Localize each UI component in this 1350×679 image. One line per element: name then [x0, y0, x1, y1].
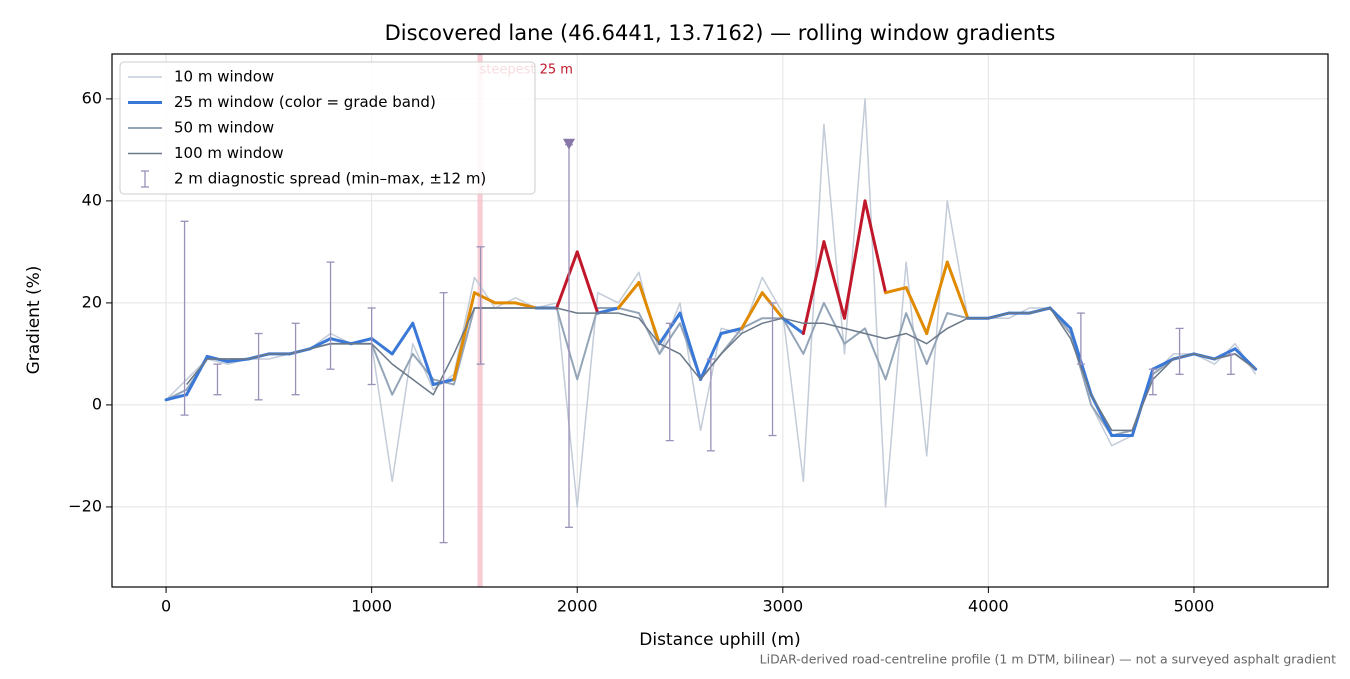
series-segment [740, 291, 764, 330]
series-segment [308, 337, 333, 351]
series-segment [1213, 347, 1237, 361]
y-tick-label: −20 [68, 496, 102, 515]
series-segment [678, 311, 703, 381]
series-segment [781, 316, 805, 336]
series-line [186, 307, 1257, 432]
series-segment [822, 240, 846, 320]
series-segment [925, 260, 949, 336]
y-tick-label: 0 [92, 394, 102, 413]
plot-area [164, 54, 1258, 587]
x-tick-label: 0 [161, 597, 171, 616]
x-tick-label: 4000 [968, 597, 1009, 616]
series-segment [842, 199, 867, 320]
series-segment [904, 286, 929, 336]
footnote: LiDAR-derived road-centreline profile (1… [760, 652, 1336, 667]
legend-box [119, 61, 536, 195]
series-segment [945, 260, 970, 320]
peak-marker [563, 138, 576, 150]
y-tick-label: 60 [82, 88, 102, 107]
legend-label: 10 m window [174, 68, 274, 86]
chart-title: Discovered lane (46.6441, 13.7162) — rol… [385, 21, 1056, 45]
series-segment [616, 281, 641, 310]
series-segment [514, 301, 538, 310]
series-segment [699, 332, 723, 381]
y-axis-label: Gradient (%) [24, 266, 44, 375]
y-tick-label: 40 [82, 190, 102, 209]
legend: 10 m window 25 m window (color = grade ba… [119, 61, 536, 195]
series-segment [863, 199, 888, 295]
legend-label: 2 m diagnostic spread (min–max, ±12 m) [174, 170, 486, 188]
series-segment [452, 291, 476, 381]
series-segment [555, 250, 579, 310]
legend-label: 100 m window [174, 144, 284, 162]
series-segment [390, 321, 415, 356]
legend-label: 50 m window [174, 119, 274, 137]
plot-frame [111, 53, 1329, 588]
x-axis-label: Distance uphill (m) [639, 630, 800, 650]
series-segment [1151, 357, 1175, 371]
x-tick-label: 1000 [351, 597, 392, 616]
y-tick-label: 20 [82, 292, 102, 311]
series-segment [801, 240, 826, 336]
series-segment [637, 281, 661, 346]
series-segment [164, 393, 189, 402]
series-segment [411, 321, 435, 387]
series-segment [884, 286, 908, 295]
series-segment [575, 250, 600, 315]
x-tick-label: 2000 [557, 597, 598, 616]
series-segment [1048, 306, 1073, 330]
x-tick-label: 5000 [1174, 597, 1215, 616]
series-segment [472, 291, 497, 305]
series-segment [596, 306, 620, 315]
series-segment [1130, 367, 1155, 438]
legend-label: 25 m window (color = grade band) [174, 93, 436, 111]
series-segment [349, 337, 374, 346]
x-tick-label: 3000 [762, 597, 803, 616]
series-segment [329, 337, 353, 346]
series-segment [370, 337, 394, 356]
series-segment [719, 326, 744, 336]
